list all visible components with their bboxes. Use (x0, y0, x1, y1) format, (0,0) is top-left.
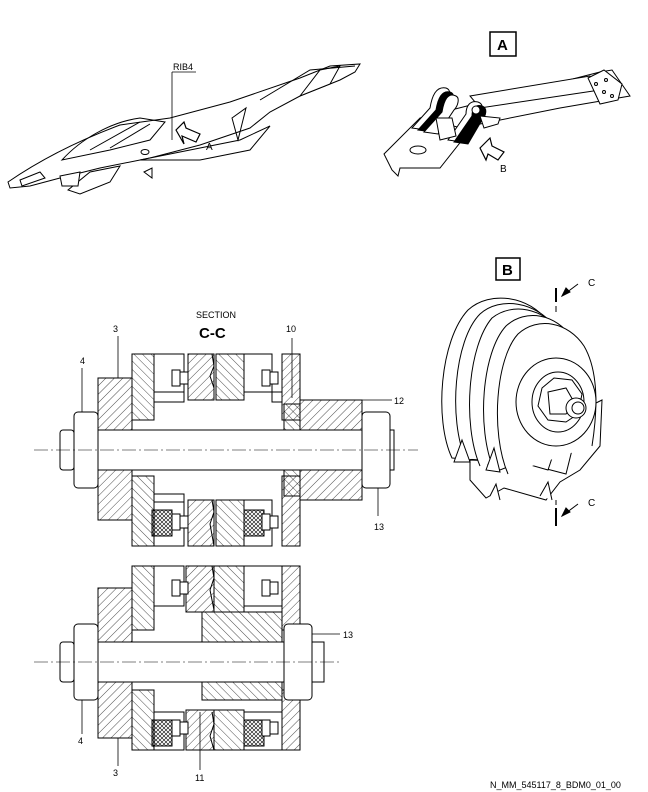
aircraft-overview (7, 63, 361, 195)
callout-13-top: 13 (374, 522, 384, 532)
detail-a-frame (489, 31, 517, 57)
callout-12: 12 (394, 396, 404, 406)
section-heading-small: SECTION (196, 310, 236, 320)
section-cut-marks (555, 283, 579, 526)
callout-3-bottom: 3 (113, 768, 118, 778)
callout-10: 10 (286, 324, 296, 334)
section-cut-label-top: C (588, 278, 595, 289)
figure-reference: N_MM_545117_8_BDM0_01_00 (490, 780, 621, 790)
detail-b-hinge-assembly (441, 297, 603, 501)
detail-a-structure (383, 69, 631, 177)
callout-4-top: 4 (80, 356, 85, 366)
section-view-upper (34, 353, 418, 547)
rib-label: RIB4 (173, 62, 193, 72)
detail-b-frame (495, 257, 521, 281)
section-heading-large: C-C (199, 325, 226, 342)
section-cut-label-bottom: C (588, 498, 595, 509)
section-view-lower (34, 565, 340, 751)
view-a-arrow-label: A (206, 142, 213, 153)
callout-3-top: 3 (113, 324, 118, 334)
callout-13-bottom: 13 (343, 630, 353, 640)
detail-b-label: B (502, 262, 513, 279)
callout-leaders (81, 336, 392, 770)
view-b-arrow-label: B (500, 164, 507, 175)
callout-4-bottom: 4 (78, 736, 83, 746)
detail-a-label: A (497, 37, 508, 54)
callout-11: 11 (195, 773, 204, 783)
